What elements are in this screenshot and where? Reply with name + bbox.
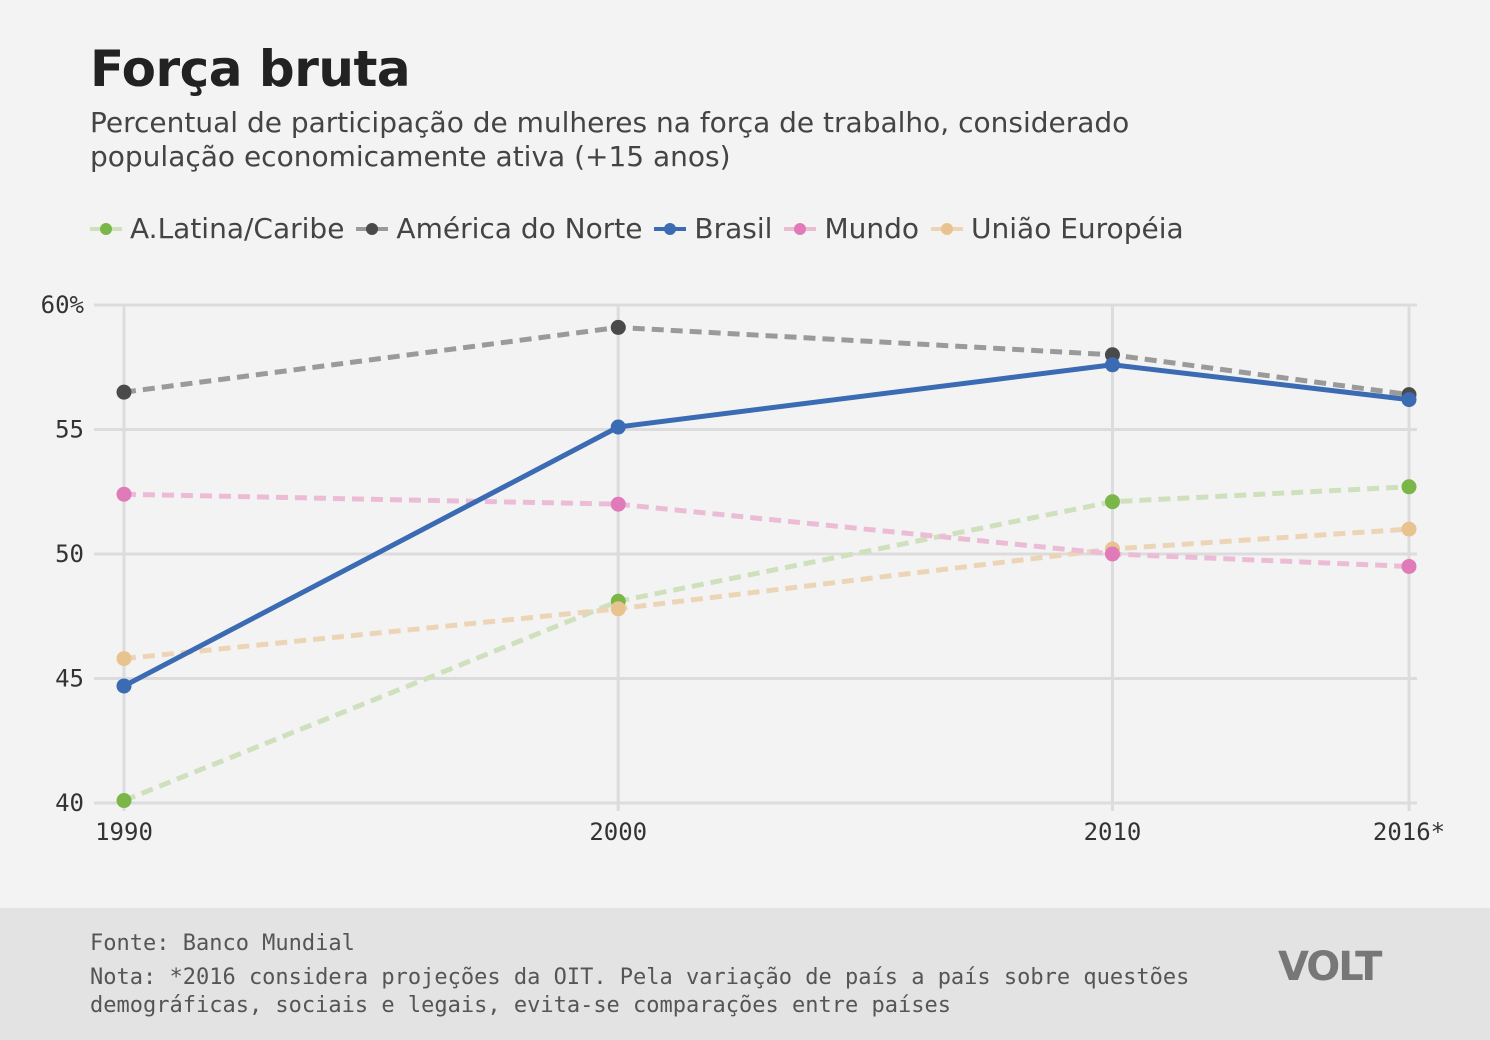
legend-item: União Européia xyxy=(931,212,1184,245)
chart-subtitle: Percentual de participação de mulheres n… xyxy=(90,106,1130,173)
legend-label: Brasil xyxy=(694,212,773,245)
legend-item: Mundo xyxy=(784,212,919,245)
data-point xyxy=(116,486,132,502)
data-point xyxy=(610,419,626,435)
data-point xyxy=(1104,546,1120,562)
legend-label: Mundo xyxy=(824,212,920,245)
chart-title: Força bruta xyxy=(90,40,411,98)
legend-label: A.Latina/Caribe xyxy=(130,212,345,245)
x-tick-label: 2016* xyxy=(1373,818,1445,846)
y-tick-label: 45 xyxy=(55,665,84,693)
data-point xyxy=(116,651,132,667)
source-note: Fonte: Banco Mundial xyxy=(90,931,355,956)
data-point xyxy=(610,601,626,617)
series-line-brasil xyxy=(122,362,1410,689)
legend-item: América do Norte xyxy=(356,212,642,245)
x-tick-label: 2010 xyxy=(1084,818,1142,846)
legend-swatch xyxy=(90,221,122,237)
series-line-uni-o-europ-ia xyxy=(123,526,1410,662)
legend-label: União Européia xyxy=(971,212,1184,245)
chart-legend: A.Latina/Caribe América do Norte Brasil Mun… xyxy=(90,212,1196,245)
legend-item: Brasil xyxy=(654,212,772,245)
data-point xyxy=(116,678,132,694)
legend-swatch xyxy=(784,221,817,237)
series-line-a-latina-caribe xyxy=(123,484,1410,803)
x-tick-label: 2000 xyxy=(589,818,647,846)
data-point xyxy=(1401,392,1417,408)
data-point xyxy=(1401,521,1417,537)
legend-swatch xyxy=(356,221,389,237)
legend-swatch xyxy=(654,221,687,237)
y-tick-label: 55 xyxy=(55,416,84,444)
data-point xyxy=(1104,494,1120,510)
legend-label: América do Norte xyxy=(396,212,643,245)
y-tick-label: 40 xyxy=(55,789,84,817)
footnote: Nota: *2016 considera projeções da OIT. … xyxy=(90,965,1190,1018)
data-point xyxy=(610,496,626,512)
data-point xyxy=(1401,558,1417,574)
y-tick-label: 60% xyxy=(41,291,85,319)
y-tick-label: 50 xyxy=(55,540,84,568)
data-point xyxy=(116,384,132,400)
x-tick-label: 1990 xyxy=(95,818,153,846)
series-line-am-rica-do-norte xyxy=(123,324,1410,398)
data-point xyxy=(610,319,626,335)
line-chart: 40 45 50 55 60% 1990 2000 2010 2016* xyxy=(41,291,1445,846)
footer: Fonte: Banco Mundial Nota: *2016 conside… xyxy=(0,908,1490,1040)
series-line-mundo xyxy=(123,491,1410,569)
data-point xyxy=(116,793,132,809)
data-point xyxy=(1104,357,1120,373)
data-point xyxy=(1401,479,1417,495)
volt-logo: VOLT xyxy=(1278,944,1382,990)
legend-swatch xyxy=(931,221,964,237)
legend-item: A.Latina/Caribe xyxy=(90,212,344,245)
